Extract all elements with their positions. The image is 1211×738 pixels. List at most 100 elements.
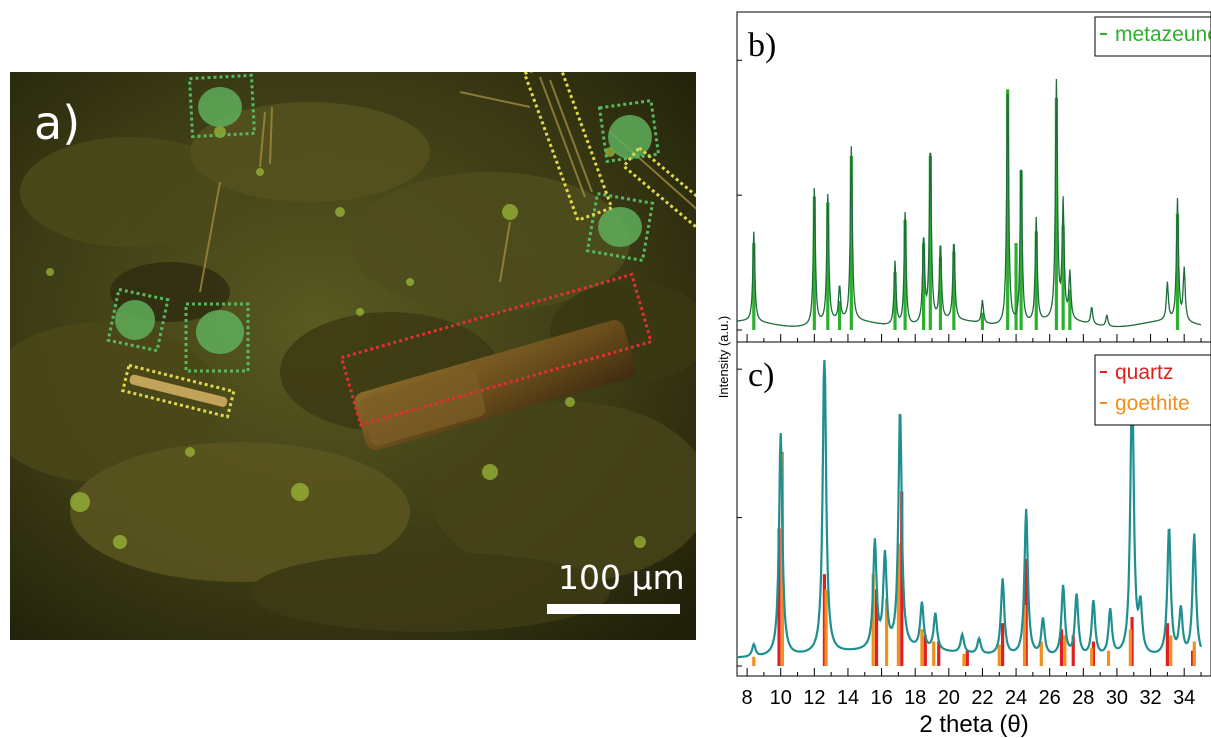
x-tick-label: 18 — [904, 687, 926, 709]
quartz-reference-bar — [900, 491, 904, 666]
quartz-reference-bar — [1001, 623, 1005, 666]
goethite-reference-bar — [1090, 647, 1094, 666]
quartz-reference-bar — [1130, 617, 1134, 666]
legend-box — [1094, 16, 1211, 57]
metazeunerite-reference-bar — [1054, 98, 1059, 330]
metazeunerite-reference-bar — [1019, 170, 1023, 330]
x-axis-label: 2 theta (θ) — [919, 711, 1028, 738]
plot-frame — [736, 341, 1211, 677]
metazeunerite-reference-bar — [1175, 214, 1180, 330]
metazeunerite-box — [597, 98, 661, 164]
measured-pattern-line — [737, 359, 1203, 659]
quartz-reference-bar — [1024, 558, 1028, 666]
x-tick-label: 20 — [938, 687, 960, 709]
quartz-reference-bar — [937, 641, 941, 666]
goethite-reference-bar — [871, 574, 875, 666]
x-tick-label: 24 — [1005, 687, 1027, 709]
micrograph-panel: a) 100 µm — [10, 72, 696, 640]
x-tick-label: 28 — [1072, 687, 1094, 709]
metazeunerite-reference-bar — [812, 196, 816, 330]
x-tick-label: 12 — [803, 687, 825, 709]
x-tick-label: 16 — [870, 687, 892, 709]
goethite-reference-bar — [752, 656, 756, 666]
metazeunerite-reference-bar — [1068, 289, 1072, 330]
metazeunerite-reference-bar — [1014, 243, 1018, 330]
metazeunerite-reference-bar — [826, 202, 830, 330]
x-tick-label: 34 — [1173, 687, 1195, 709]
metazeunerite-reference-bar — [903, 219, 907, 330]
scale-bar-label: 100 µm — [558, 558, 685, 597]
x-tick-label: 26 — [1039, 687, 1061, 709]
goethite-reference-bar — [896, 543, 900, 666]
legend-box — [1094, 354, 1211, 426]
micrograph-image — [10, 72, 696, 640]
legend-label: metazeunerite — [1115, 23, 1211, 46]
xrd-chart-svg: b) metazeunerite c) quartz goethite 8 10 12 14 16… — [716, 11, 1211, 738]
panel-label-b: b) — [748, 27, 776, 64]
quartz-reference-bar — [1091, 641, 1096, 666]
quartz-reference-bar — [1059, 629, 1064, 666]
goethite-reference-bar — [1169, 635, 1173, 666]
annotation-boxes — [106, 72, 696, 427]
x-tick-label: 22 — [971, 687, 993, 709]
scale-bar — [547, 604, 680, 614]
metazeunerite-reference-bar — [752, 243, 756, 330]
x-tick-label: 8 — [742, 687, 753, 709]
x-tick-label: 14 — [837, 687, 859, 709]
metazeunerite-reference-bar — [1006, 89, 1010, 330]
metazeunerite-reference-bar — [938, 257, 943, 330]
quartz-reference-bar — [777, 528, 781, 666]
x-tick-label: 32 — [1139, 687, 1161, 709]
goethite-reference-bar — [962, 653, 966, 666]
rock-texture — [10, 102, 696, 632]
x-tick-label: 30 — [1106, 687, 1128, 709]
goethite-reference-bar — [1192, 641, 1196, 666]
goethite-reference-bar — [824, 589, 828, 666]
metazeunerite-reference-bar — [837, 301, 842, 330]
quartz-reference-bar — [822, 574, 827, 666]
metazeunerite-reference-bar — [922, 243, 926, 330]
goethite-box — [120, 363, 236, 419]
quartz-reference-bar — [1071, 635, 1075, 666]
metazeunerite-box — [585, 191, 655, 263]
goethite-reference-bar — [997, 644, 1001, 666]
measured-pattern-line — [737, 78, 1202, 328]
chart-c: c) quartz goethite 8 10 12 14 16 18 20 22 24 26 28 30 3… — [736, 341, 1211, 738]
metazeunerite-reference-bar — [893, 272, 897, 330]
plot-frame — [736, 11, 1211, 343]
goethite-reference-bar — [1106, 650, 1111, 666]
goethite-reference-bar — [932, 641, 936, 666]
y-axis-label: Intensity (a.u.) — [716, 316, 731, 398]
goethite-reference-bar — [1039, 641, 1043, 666]
legend-label: quartz — [1115, 361, 1173, 384]
metazeunerite-reference-bar — [952, 251, 956, 330]
quartz-reference-bar — [965, 650, 969, 666]
goethite-box — [621, 145, 696, 240]
quartz-reference-bar — [1190, 650, 1195, 666]
metazeunerite-box — [187, 73, 257, 139]
needle-crystals — [199, 76, 696, 293]
quartz-reference-bar — [874, 589, 879, 666]
panel-label-a: a) — [34, 96, 81, 150]
metazeunerite-box — [184, 302, 250, 373]
legend-label: goethite — [1115, 392, 1190, 415]
goethite-reference-bar — [885, 598, 889, 666]
metazeunerite-reference-bar — [849, 156, 853, 330]
quartz-box — [339, 272, 653, 427]
goethite-rod — [129, 374, 228, 407]
chart-b: b) metazeunerite — [736, 11, 1211, 343]
quartz-reference-bar — [923, 635, 927, 666]
metazeunerite-reference-bar — [1034, 231, 1038, 330]
goethite-reference-bar — [1063, 635, 1067, 666]
metazeunerite-reference-bar — [980, 312, 985, 330]
quartz-reference-bar — [1165, 623, 1169, 666]
xrd-charts: b) metazeunerite c) quartz goethite 8 10 12 14 16… — [700, 0, 1211, 738]
metazeunerite-box — [106, 287, 170, 353]
goethite-reference-bar — [1128, 629, 1132, 666]
panel-label-c: c) — [748, 357, 774, 394]
metazeunerite-reference-bar — [928, 156, 932, 330]
metazeunerite-reference-bar — [1061, 225, 1065, 330]
goethite-reference-bar — [920, 629, 924, 666]
x-tick-label: 10 — [770, 687, 792, 709]
goethite-reference-bar — [1022, 604, 1027, 666]
